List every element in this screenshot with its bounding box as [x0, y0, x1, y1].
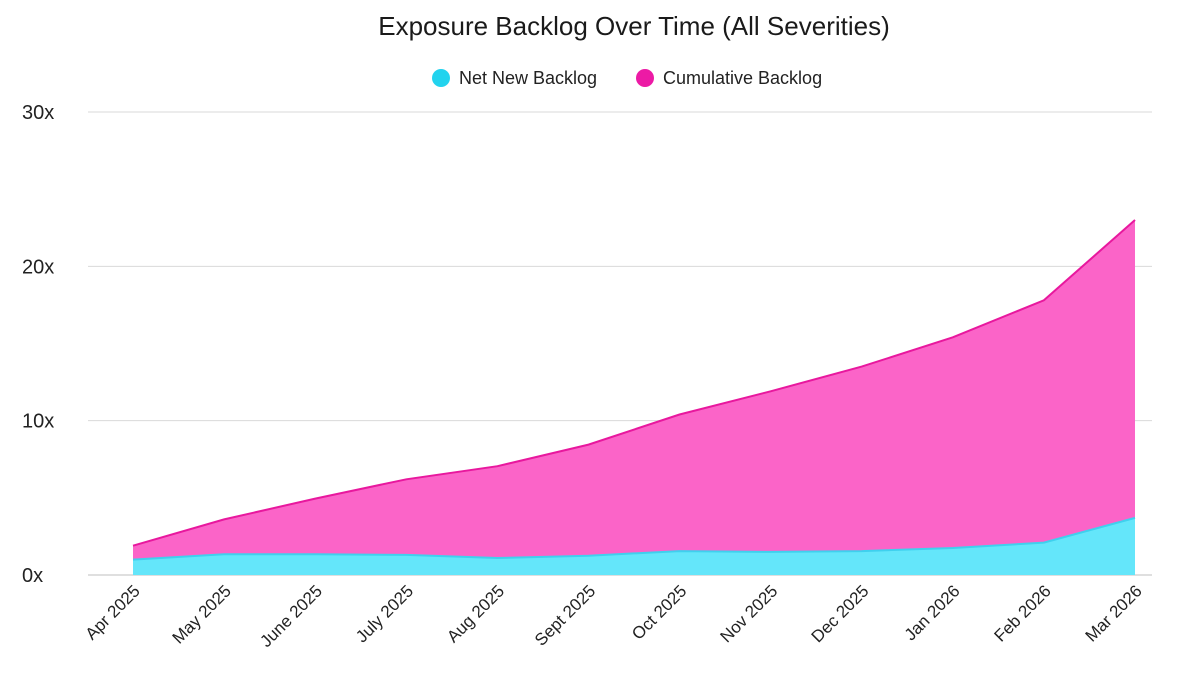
area-net-new-backlog — [133, 517, 1135, 575]
x-tick-label: Sept 2025 — [531, 581, 599, 649]
legend-label-net-new: Net New Backlog — [459, 68, 597, 88]
x-tick-label: Oct 2025 — [628, 581, 690, 643]
y-tick-label: 30x — [22, 102, 54, 124]
line-cumulative-backlog — [132, 219, 1136, 547]
x-tick-label: May 2025 — [169, 581, 235, 647]
x-tick-label: Feb 2026 — [991, 581, 1055, 645]
chart-title: Exposure Backlog Over Time (All Severiti… — [378, 11, 890, 41]
x-tick-label: Mar 2026 — [1082, 581, 1146, 645]
y-axis-ticks: 0x 10x 20x 30x — [22, 102, 54, 587]
x-tick-label: Apr 2025 — [82, 581, 144, 643]
legend-swatch-cumulative — [636, 69, 654, 87]
y-tick-label: 10x — [22, 411, 54, 433]
legend-swatch-net-new — [432, 69, 450, 87]
x-axis-ticks: Apr 2025 May 2025 June 2025 July 2025 Aug 20… — [82, 581, 1146, 651]
area-cumulative-backlog — [133, 220, 1135, 575]
x-tick-label: July 2025 — [352, 581, 417, 646]
x-tick-label: Nov 2025 — [717, 581, 782, 646]
plot-areas — [132, 219, 1136, 575]
line-net-new-backlog — [132, 516, 1136, 561]
x-tick-label: Aug 2025 — [443, 581, 508, 646]
x-tick-label: June 2025 — [256, 581, 326, 651]
legend: Net New Backlog Cumulative Backlog — [432, 68, 822, 88]
y-tick-label: 20x — [22, 256, 54, 278]
x-tick-label: Dec 2025 — [808, 581, 873, 646]
y-tick-label: 0x — [22, 565, 43, 587]
legend-label-cumulative: Cumulative Backlog — [663, 68, 822, 88]
x-tick-label: Jan 2026 — [901, 581, 964, 644]
